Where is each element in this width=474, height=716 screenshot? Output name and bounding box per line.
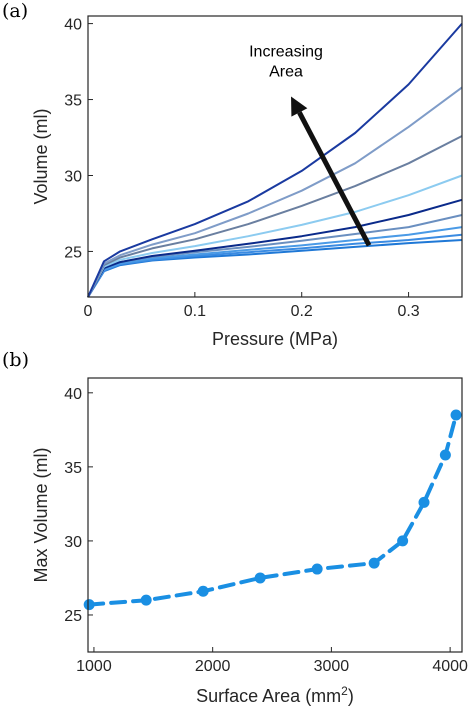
y-tick-label: 25 (64, 608, 82, 625)
panel-a-axes-box (87, 15, 463, 298)
max-volume-point (254, 572, 266, 584)
panel-a-ticks: 0 0.1 0.2 0.3 25 30 35 40 (64, 17, 420, 320)
panel-b-y-axis-label: Max Volume (ml) (31, 447, 51, 582)
max-volume-point (140, 594, 152, 606)
pressure-volume-curve-6 (87, 174, 463, 298)
x-tick-label: 0.1 (184, 303, 206, 320)
panel-a-lines (87, 22, 463, 298)
y-tick-label: 40 (64, 17, 82, 34)
y-tick-label: 30 (64, 168, 82, 185)
panel-b-ticks: 1000 2000 3000 4000 25 30 35 40 (64, 386, 468, 675)
panel-b-axes-box (87, 377, 463, 653)
max-volume-point (397, 535, 409, 547)
y-tick-label: 25 (64, 244, 82, 261)
max-volume-dashed-line (87, 413, 459, 607)
panel-a: (a) 0 0.1 0.2 0.3 25 30 35 40 Pressure (MPa) Vo… (2, 0, 463, 349)
annotation-arrow-head (291, 96, 308, 117)
x-tick-label: 0 (84, 303, 93, 320)
pressure-volume-curve-5 (87, 198, 463, 298)
panel-a-y-axis-label: Volume (ml) (31, 108, 51, 204)
panel-b-label: (b) (2, 349, 29, 371)
pressure-volume-curve-4 (87, 214, 463, 298)
panel-a-x-axis-label: Pressure (MPa) (212, 329, 338, 349)
max-volume-point (311, 563, 323, 575)
x-tick-label: 2000 (195, 658, 231, 675)
max-volume-point (83, 599, 95, 611)
pressure-volume-curve-8 (87, 86, 463, 298)
panel-b-series (83, 409, 462, 611)
x-tick-label: 1000 (76, 658, 112, 675)
panel-a-label: (a) (2, 0, 28, 22)
y-tick-label: 30 (64, 534, 82, 551)
annotation-line-2: Area (269, 64, 303, 81)
x-tick-label: 4000 (432, 658, 468, 675)
annotation-arrow-shaft (297, 111, 372, 247)
x-label-main: Surface Area (mm (196, 686, 341, 706)
x-label-end: ) (348, 686, 354, 706)
pressure-volume-curve-9 (87, 22, 463, 298)
pressure-volume-curve-7 (87, 135, 463, 298)
x-tick-label: 0.3 (397, 303, 419, 320)
pressure-volume-curve-3 (87, 226, 463, 298)
max-volume-point (197, 585, 209, 597)
y-tick-label: 35 (64, 93, 82, 110)
max-volume-point (418, 496, 430, 508)
panel-b: (b) 1000 2000 3000 4000 25 30 35 40 Surface Are… (2, 349, 468, 706)
max-volume-point (439, 449, 451, 461)
panel-b-x-axis-label: Surface Area (mm2) (196, 684, 354, 706)
x-tick-label: 0.2 (291, 303, 313, 320)
y-tick-label: 40 (64, 386, 82, 403)
max-volume-point (368, 557, 380, 569)
annotation-line-1: Increasing (249, 44, 323, 61)
max-volume-point (450, 409, 462, 421)
y-tick-label: 35 (64, 460, 82, 477)
x-tick-label: 3000 (314, 658, 350, 675)
x-label-superscript: 2 (341, 684, 348, 698)
increasing-area-annotation: Increasing Area (249, 44, 372, 247)
